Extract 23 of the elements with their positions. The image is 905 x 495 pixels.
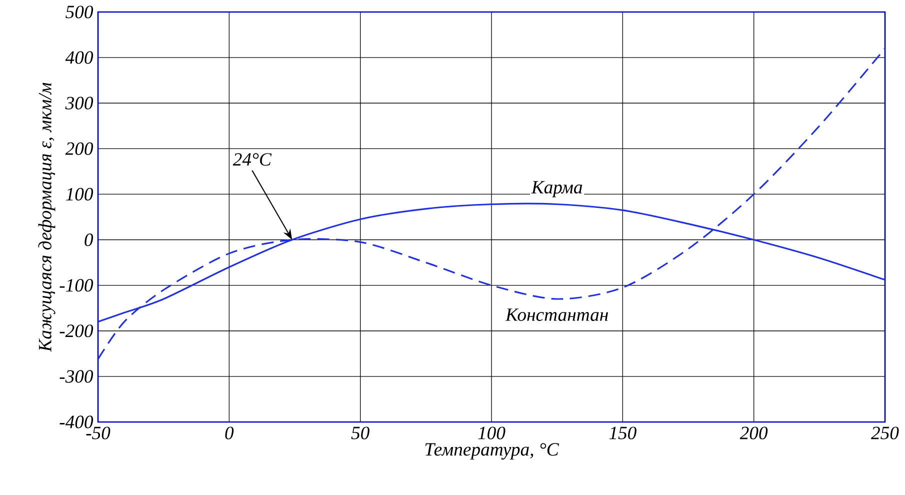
line-series [98,48,885,360]
x-tick-label: 200 [740,426,768,440]
y-tick-label: 400 [65,51,94,64]
y-tick-label: 500 [66,6,94,18]
x-tick-label: 100 [478,426,506,440]
annotation: 24°C [232,153,272,166]
y-tick-label: -300 [60,370,94,383]
y-tick-label: 100 [66,188,94,201]
x-tick-label: -50 [86,426,110,440]
x-tick-label: 150 [609,426,636,440]
x-tick-label: 250 [871,426,899,440]
x-axis-title: Температура, °C [425,443,560,460]
y-tick-label: 200 [65,142,94,155]
y-tick-label: 300 [65,96,94,110]
y-tick-label: 0 [84,233,94,246]
x-tick-label: 0 [225,426,234,440]
y-tick-label: -100 [60,279,94,292]
y-axis-title: Кажущаяся деформация ε, мкм/м [38,82,56,352]
y-tick-label: -400 [60,416,94,428]
y-tick-label: -200 [60,324,94,338]
series-label: Карма [531,181,582,198]
x-tick-label: 50 [351,426,370,440]
series-label: Константан [505,308,608,321]
